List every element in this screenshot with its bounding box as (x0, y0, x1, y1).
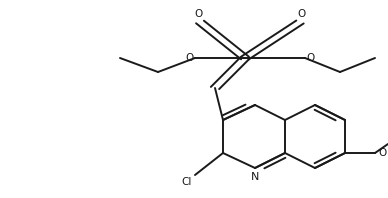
Text: O: O (297, 9, 305, 19)
Text: O: O (195, 9, 203, 19)
Text: O: O (378, 148, 386, 158)
Text: O: O (185, 53, 194, 63)
Text: O: O (306, 53, 314, 63)
Text: Cl: Cl (182, 177, 192, 187)
Text: N: N (251, 172, 259, 182)
